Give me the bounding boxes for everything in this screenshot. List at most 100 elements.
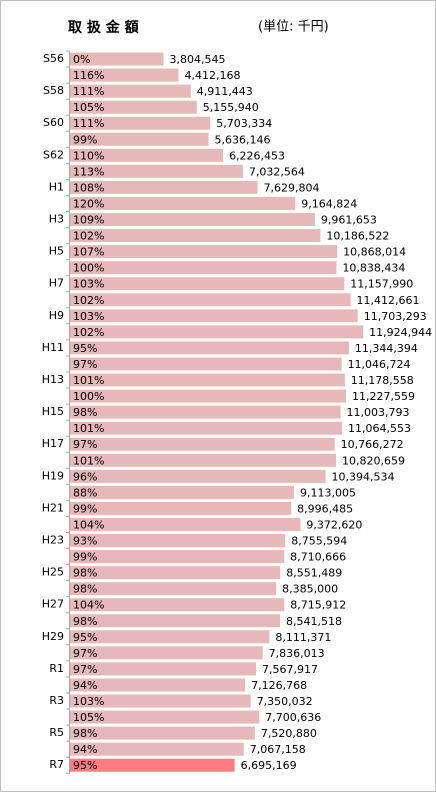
bar <box>70 710 260 724</box>
value-label: 10,838,434 <box>342 262 405 275</box>
value-label: 7,700,636 <box>265 711 321 724</box>
change-label: 113% <box>73 165 104 178</box>
value-label: 8,541,518 <box>286 615 342 628</box>
change-label: 105% <box>73 711 104 724</box>
change-label: 93% <box>73 535 97 548</box>
y-tick-label: H27 <box>42 598 64 611</box>
bar <box>70 261 337 275</box>
change-label: 101% <box>73 454 104 467</box>
value-label: 7,836,013 <box>269 647 325 660</box>
y-tick-label: S56 <box>43 52 64 65</box>
bar <box>70 229 321 243</box>
change-label: 100% <box>73 262 104 275</box>
value-label: 8,755,594 <box>291 535 347 548</box>
change-label: 102% <box>73 326 104 339</box>
y-tick-label: H21 <box>42 501 64 514</box>
change-label: 95% <box>73 759 97 772</box>
change-label: 99% <box>73 502 97 515</box>
y-tick-label: R1 <box>49 662 64 675</box>
change-label: 102% <box>73 230 104 243</box>
value-label: 8,996,485 <box>297 502 353 515</box>
bar <box>70 582 277 596</box>
y-tick-label: H9 <box>49 309 64 322</box>
value-label: 8,710,666 <box>290 551 346 564</box>
bar <box>70 469 326 483</box>
bar <box>70 389 347 403</box>
bar <box>70 245 338 259</box>
change-label: 88% <box>73 486 97 499</box>
change-label: 110% <box>73 149 104 162</box>
bar <box>70 534 286 548</box>
bar <box>70 726 255 740</box>
change-label: 98% <box>73 615 97 628</box>
bar <box>70 550 285 564</box>
bar <box>70 100 197 114</box>
value-label: 11,046,724 <box>348 358 411 371</box>
change-label: 101% <box>73 422 104 435</box>
value-label: 7,032,564 <box>249 165 305 178</box>
change-label: 104% <box>73 599 104 612</box>
change-label: 104% <box>73 518 104 531</box>
change-label: 97% <box>73 438 97 451</box>
chart-title: 取 扱 金 額 <box>68 19 139 36</box>
change-label: 99% <box>73 133 97 146</box>
value-label: 5,636,146 <box>215 133 271 146</box>
bar <box>70 132 209 146</box>
bar <box>70 148 224 162</box>
change-label: 96% <box>73 470 97 483</box>
change-label: 120% <box>73 197 104 210</box>
change-label: 107% <box>73 246 104 259</box>
value-label: 11,064,553 <box>348 422 411 435</box>
bar <box>70 341 349 355</box>
value-label: 4,412,168 <box>184 69 240 82</box>
change-label: 100% <box>73 390 104 403</box>
bar <box>70 421 343 435</box>
y-tick-label: H13 <box>42 373 64 386</box>
y-tick-label: R3 <box>49 694 64 707</box>
bar <box>70 309 358 323</box>
value-label: 7,629,804 <box>264 181 320 194</box>
y-tick-label: R7 <box>49 758 64 771</box>
bar <box>70 116 211 130</box>
bar <box>70 678 246 692</box>
y-tick-label: H7 <box>49 277 64 290</box>
change-label: 102% <box>73 294 104 307</box>
chart-subtitle: (単位: 千円) <box>258 19 329 35</box>
y-tick-label: H1 <box>49 180 64 193</box>
y-tick-label: H3 <box>49 213 64 226</box>
change-label: 111% <box>73 117 104 130</box>
bar <box>70 566 281 580</box>
bar <box>70 164 243 178</box>
value-label: 6,695,169 <box>241 759 297 772</box>
value-label: 7,350,032 <box>257 695 313 708</box>
change-label: 98% <box>73 727 97 740</box>
change-label: 99% <box>73 551 97 564</box>
y-tick-label: H15 <box>42 405 64 418</box>
value-label: 9,372,620 <box>306 518 362 531</box>
bar <box>70 213 315 227</box>
y-tick-label: R5 <box>49 726 64 739</box>
value-label: 7,520,880 <box>261 727 317 740</box>
change-label: 103% <box>73 695 104 708</box>
change-label: 97% <box>73 647 97 660</box>
value-label: 9,961,653 <box>321 214 377 227</box>
change-label: 98% <box>73 583 97 596</box>
change-label: 94% <box>73 743 97 756</box>
y-tick-label: H17 <box>42 437 64 450</box>
value-label: 8,111,371 <box>275 631 331 644</box>
value-label: 11,703,293 <box>364 310 427 323</box>
value-label: 10,820,659 <box>342 454 405 467</box>
value-label: 9,164,824 <box>301 197 357 210</box>
bar <box>70 758 235 772</box>
value-label: 4,911,443 <box>197 85 253 98</box>
bar <box>70 662 257 676</box>
value-label: 11,344,394 <box>355 342 418 355</box>
value-label: 8,385,000 <box>282 583 338 596</box>
value-label: 11,227,559 <box>352 390 415 403</box>
bar <box>70 598 285 612</box>
bar <box>70 405 341 419</box>
change-label: 98% <box>73 567 97 580</box>
change-label: 0% <box>73 53 90 66</box>
change-label: 103% <box>73 310 104 323</box>
